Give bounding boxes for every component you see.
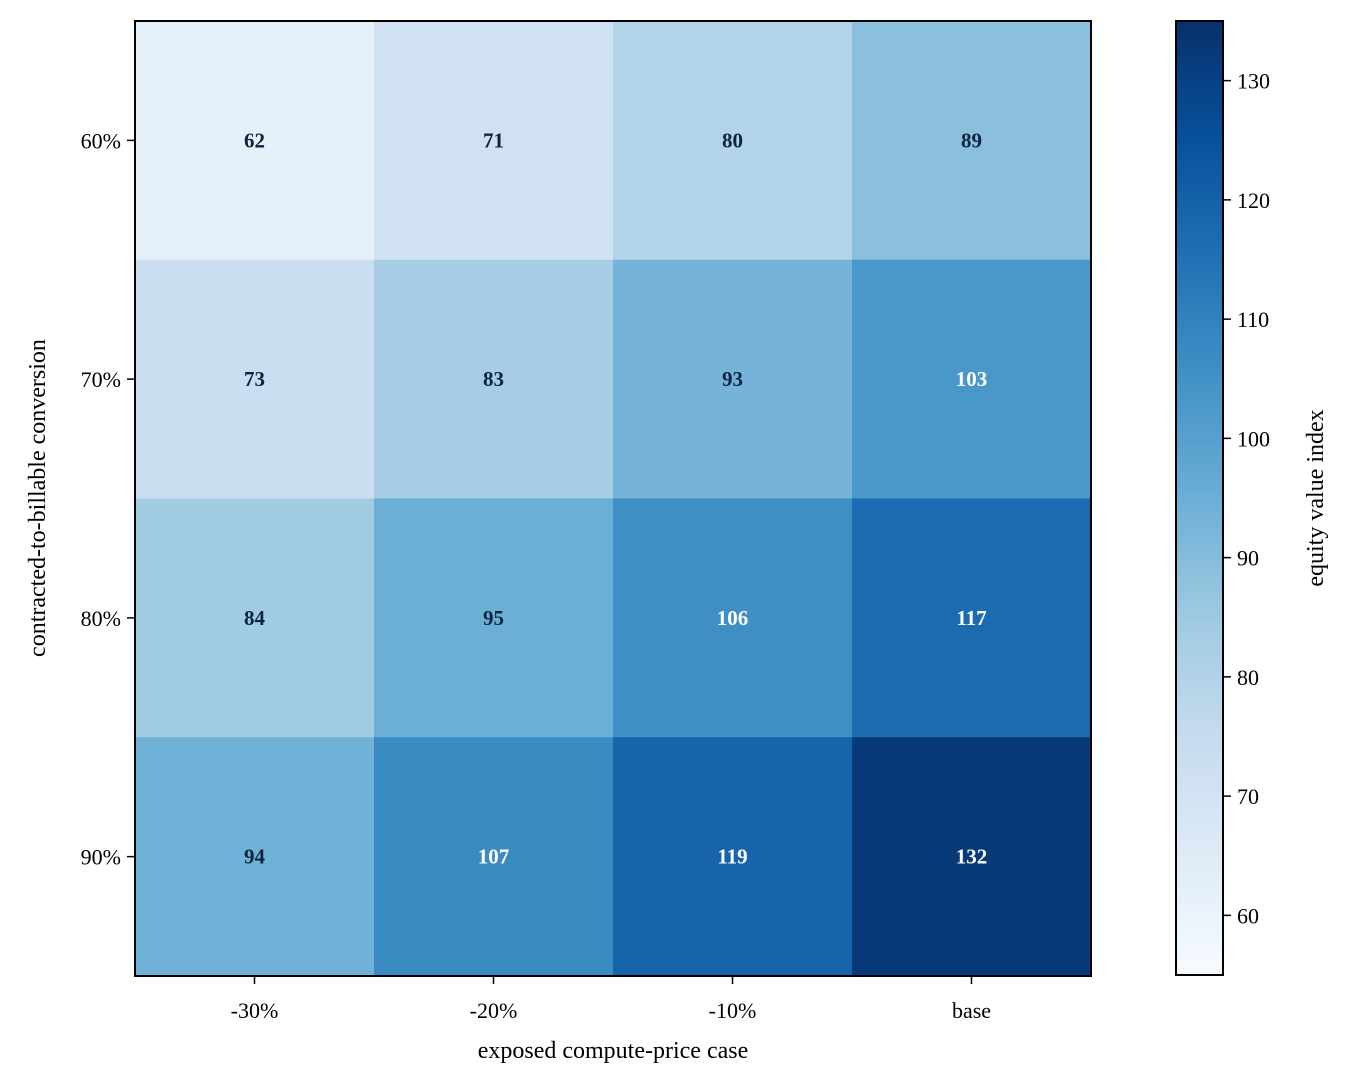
heatmap-cell [613,498,853,738]
cell-value-label: 80 [722,128,743,152]
colorbar-label: equity value index [1303,409,1329,586]
cell-value-label: 89 [961,128,982,152]
heatmap-cell [135,737,375,977]
cell-value-label: 73 [244,367,265,391]
heatmap-cell [135,498,375,738]
heatmap-cell [374,737,614,977]
cell-value-label: 93 [722,367,743,391]
colorbar-ticks: 60 70 80 90 100 110 120 130 [1223,69,1270,928]
cell-value-label: 103 [956,367,988,391]
heatmap-cells [135,21,1092,977]
heatmap-cell [613,737,853,977]
cell-value-label: 119 [717,845,747,869]
colorbar-tick-label: 110 [1237,307,1269,332]
cell-value-label: 94 [244,845,266,869]
cell-value-label: 95 [483,606,504,630]
y-tick-label: 60% [81,128,121,153]
x-tick-label: -20% [470,998,518,1023]
heatmap-cell [613,21,853,261]
colorbar-tick-label: 60 [1237,903,1259,928]
heatmap-cell [374,21,614,261]
x-axis-label: exposed compute-price case [478,1038,749,1064]
y-tick-label: 90% [81,845,121,870]
x-tick-label: base [952,998,991,1023]
heatmap-cell [852,498,1092,738]
y-axis-ticks: 60% 70% 80% 90% [81,128,135,870]
colorbar-tick-label: 70 [1237,784,1259,809]
heatmap-cell [852,259,1092,499]
cell-value-label: 83 [483,367,504,391]
x-tick-label: -10% [709,998,757,1023]
x-tick-label: -30% [231,998,279,1023]
colorbar [1175,20,1224,976]
plot-frame [134,20,1092,977]
colorbar-tick-label: 80 [1237,665,1259,690]
heatmap-cell-labels: 62 71 80 89 73 83 93 103 84 95 106 117 94 107 119 132 [244,128,987,868]
cell-value-label: 132 [956,845,988,869]
colorbar-tick-label: 130 [1237,69,1270,94]
heatmap-cell [374,498,614,738]
colorbar-tick-label: 120 [1237,188,1270,213]
cell-value-label: 84 [244,606,266,630]
colorbar-tick-label: 100 [1237,426,1270,451]
cell-value-label: 71 [483,128,504,152]
y-tick-label: 70% [81,367,121,392]
heatmap-cell [852,737,1092,977]
heatmap-cell [135,259,375,499]
heatmap-cell [374,259,614,499]
x-axis-ticks: -30% -20% -10% base [231,976,991,1023]
cell-value-label: 62 [244,128,265,152]
cell-value-label: 107 [478,845,510,869]
colorbar-tick-label: 90 [1237,546,1259,571]
heatmap-cell [852,21,1092,261]
y-tick-label: 80% [81,606,121,631]
cell-value-label: 106 [717,606,749,630]
heatmap-cell [613,259,853,499]
y-axis-label: contracted-to-billable conversion [25,339,51,657]
heatmap-cell [135,21,375,261]
cell-value-label: 117 [956,606,986,630]
